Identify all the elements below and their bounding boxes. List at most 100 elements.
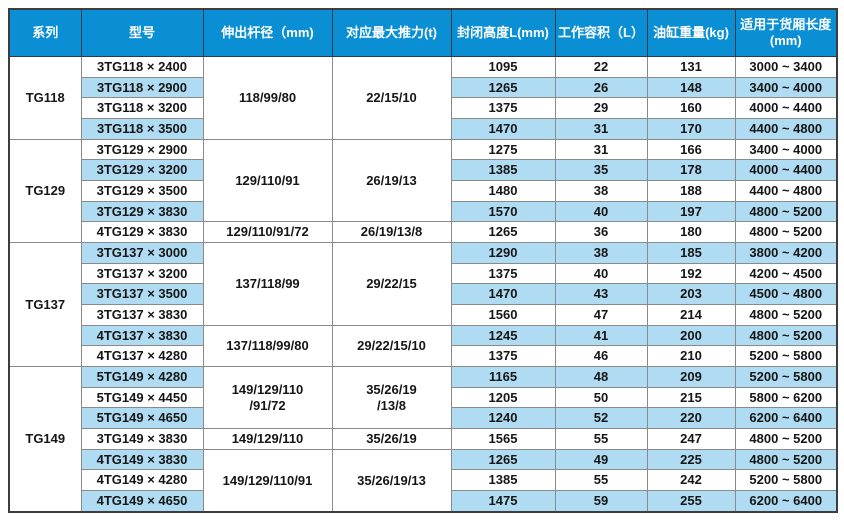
table-row: TG129 3TG129 × 2900 129/110/91 26/19/13 1275… bbox=[8, 138, 838, 244]
cell-model: 3TG137 × 3000 bbox=[80, 242, 204, 264]
cell-model: 3TG137 × 3830 bbox=[80, 304, 204, 326]
cell-working-volume: 52 bbox=[554, 407, 648, 430]
cell-closed-height: 1470 bbox=[450, 283, 556, 306]
cell-cylinder-weight: 180 bbox=[646, 221, 736, 244]
col-header-model: 型号 bbox=[80, 8, 204, 57]
table-row: 3TG129 × 3200 1385 35 178 4000 ~ 4400 bbox=[9, 159, 838, 182]
cell-cargo-length-range: 4800 ~ 5200 bbox=[734, 448, 838, 471]
cell-cargo-length-range: 5200 ~ 5800 bbox=[734, 469, 838, 492]
cell-rod-diameter: 137/118/99/80 bbox=[202, 324, 333, 368]
cell-cylinder-weight: 148 bbox=[646, 76, 736, 99]
cell-working-volume: 47 bbox=[554, 304, 648, 326]
cell-closed-height: 1275 bbox=[450, 138, 556, 161]
cell-cargo-length-range: 4400 ~ 4800 bbox=[734, 180, 838, 202]
cell-cylinder-weight: 160 bbox=[646, 97, 736, 120]
cell-closed-height: 1205 bbox=[450, 386, 556, 409]
cell-closed-height: 1265 bbox=[450, 221, 556, 244]
table-header: 系列 型号 伸出杆径（mm) 对应最大推力(t) 封闭高度L(mm) 工作容积（… bbox=[8, 8, 838, 57]
spec-table: 系列 型号 伸出杆径（mm) 对应最大推力(t) 封闭高度L(mm) 工作容积（… bbox=[8, 8, 838, 513]
table-row: 4TG149 × 3830 149/129/110/91 35/26/19/13 12… bbox=[9, 448, 838, 513]
cell-closed-height: 1560 bbox=[450, 304, 556, 326]
col-header-weight: 油缸重量(kg) bbox=[646, 8, 736, 57]
cell-cargo-length-range: 3000 ~ 3400 bbox=[734, 56, 838, 78]
cell-rod-diameter: 129/110/91/72 bbox=[202, 221, 333, 244]
cell-cargo-length-range: 3400 ~ 4000 bbox=[734, 138, 838, 161]
col-header-series: 系列 bbox=[8, 8, 82, 57]
cell-model: 3TG129 × 2900 bbox=[80, 138, 204, 161]
table-row: 3TG149 × 3830 149/129/110 35/26/19 1565 55 24… bbox=[9, 428, 838, 450]
cell-working-volume: 48 bbox=[554, 366, 648, 388]
cell-cylinder-weight: 215 bbox=[646, 386, 736, 409]
cell-rod-diameter: 129/110/91 bbox=[202, 138, 333, 223]
cell-working-volume: 40 bbox=[554, 262, 648, 285]
cell-cylinder-weight: 242 bbox=[646, 469, 736, 492]
cell-working-volume: 38 bbox=[554, 180, 648, 202]
table-row: 4TG149 × 4650 1475 59 255 6200 ~ 6400 bbox=[9, 490, 838, 513]
cell-working-volume: 36 bbox=[554, 221, 648, 244]
cell-closed-height: 1470 bbox=[450, 118, 556, 140]
cell-cylinder-weight: 203 bbox=[646, 283, 736, 306]
cell-cargo-length-range: 3800 ~ 4200 bbox=[734, 242, 838, 264]
cell-working-volume: 59 bbox=[554, 490, 648, 513]
cell-working-volume: 29 bbox=[554, 97, 648, 120]
col-header-height: 封闭高度L(mm) bbox=[450, 8, 556, 57]
table-body: TG118 3TG118 × 2400 118/99/80 22/15/10 1095 2… bbox=[8, 56, 838, 513]
table-row: 3TG118 × 2900 1265 26 148 3400 ~ 4000 bbox=[9, 76, 838, 99]
table-row: 3TG137 × 3200 1375 40 192 4200 ~ 4500 bbox=[9, 262, 838, 285]
cell-working-volume: 41 bbox=[554, 324, 648, 347]
cell-cylinder-weight: 209 bbox=[646, 366, 736, 388]
table-row: 4TG129 × 3830 129/110/91/72 26/19/13/8 1265… bbox=[9, 221, 838, 244]
table-row: 3TG129 × 3500 1480 38 188 4400 ~ 4800 bbox=[9, 180, 838, 202]
cell-cargo-length-range: 5200 ~ 5800 bbox=[734, 366, 838, 388]
cell-series: TG118 bbox=[8, 56, 82, 140]
cell-working-volume: 43 bbox=[554, 283, 648, 306]
cell-closed-height: 1245 bbox=[450, 324, 556, 347]
cell-model: 3TG137 × 3200 bbox=[80, 262, 204, 285]
cell-working-volume: 40 bbox=[554, 200, 648, 223]
cell-cylinder-weight: 200 bbox=[646, 324, 736, 347]
cell-model: 4TG137 × 4280 bbox=[80, 345, 204, 368]
table-row: TG137 3TG137 × 3000 137/118/99 29/22/15 1290… bbox=[8, 242, 838, 368]
cell-series: TG129 bbox=[8, 138, 82, 244]
cell-model: 4TG129 × 3830 bbox=[80, 221, 204, 244]
cell-cargo-length-range: 4000 ~ 4400 bbox=[734, 159, 838, 182]
cell-max-thrust: 29/22/15 bbox=[331, 242, 452, 326]
cell-cargo-length-range: 5200 ~ 5800 bbox=[734, 345, 838, 368]
cell-cylinder-weight: 225 bbox=[646, 448, 736, 471]
cell-working-volume: 46 bbox=[554, 345, 648, 368]
cell-working-volume: 22 bbox=[554, 56, 648, 78]
cell-cargo-length-range: 3400 ~ 4000 bbox=[734, 76, 838, 99]
cell-cargo-length-range: 4800 ~ 5200 bbox=[734, 221, 838, 244]
cell-working-volume: 49 bbox=[554, 448, 648, 471]
cell-closed-height: 1475 bbox=[450, 490, 556, 513]
cell-model: 3TG129 × 3500 bbox=[80, 180, 204, 202]
cell-working-volume: 31 bbox=[554, 118, 648, 140]
cell-model: 3TG129 × 3830 bbox=[80, 200, 204, 223]
cell-closed-height: 1375 bbox=[450, 345, 556, 368]
cell-max-thrust: 35/26/19 bbox=[331, 428, 452, 450]
cell-series: TG149 bbox=[8, 366, 82, 513]
cell-cylinder-weight: 185 bbox=[646, 242, 736, 264]
col-header-volume: 工作容积（L） bbox=[554, 8, 648, 57]
cell-model: 4TG149 × 4650 bbox=[80, 490, 204, 513]
cell-model: 3TG137 × 3500 bbox=[80, 283, 204, 306]
cell-rod-diameter: 149/129/110 /91/72 bbox=[202, 366, 333, 430]
cell-model: 3TG129 × 3200 bbox=[80, 159, 204, 182]
col-header-rod: 伸出杆径（mm) bbox=[202, 8, 333, 57]
table-row: 3TG118 × 3200 1375 29 160 4000 ~ 4400 bbox=[9, 97, 838, 120]
cell-closed-height: 1265 bbox=[450, 448, 556, 471]
table-row: 4TG137 × 3830 137/118/99/80 29/22/15/10 124… bbox=[9, 324, 838, 368]
cell-working-volume: 55 bbox=[554, 469, 648, 492]
cell-closed-height: 1480 bbox=[450, 180, 556, 202]
cell-cargo-length-range: 4400 ~ 4800 bbox=[734, 118, 838, 140]
cell-max-thrust: 26/19/13/8 bbox=[331, 221, 452, 244]
cell-working-volume: 35 bbox=[554, 159, 648, 182]
cell-cargo-length-range: 6200 ~ 6400 bbox=[734, 490, 838, 513]
cell-model: 3TG118 × 3500 bbox=[80, 118, 204, 140]
cell-cylinder-weight: 192 bbox=[646, 262, 736, 285]
cell-max-thrust: 22/15/10 bbox=[331, 56, 452, 140]
table-row: 4TG137 × 4280 1375 46 210 5200 ~ 5800 bbox=[9, 345, 838, 368]
cell-cylinder-weight: 255 bbox=[646, 490, 736, 513]
table-row: 3TG137 × 3500 1470 43 203 4500 ~ 4800 bbox=[9, 283, 838, 306]
